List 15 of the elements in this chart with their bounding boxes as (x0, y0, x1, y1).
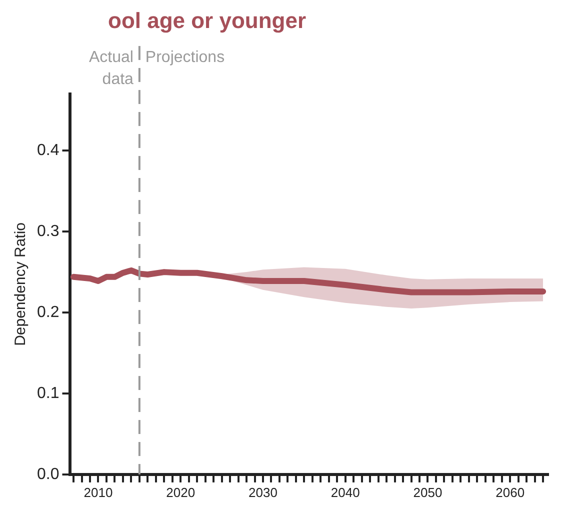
chart-title: ool age or younger (107, 8, 308, 34)
y-tick-label: 0.2 (36, 304, 60, 321)
x-tick-label: 2050 (413, 484, 442, 500)
y-tick-label: 0.0 (36, 466, 60, 483)
text: Projections (145, 49, 225, 66)
y-tick-label: 0.3 (36, 223, 60, 240)
x-tick-label: 2060 (496, 484, 525, 500)
x-tick-label: 2040 (330, 484, 360, 500)
x-tick-label: 2030 (248, 484, 278, 500)
y-axis-title: Dependency Ratio (12, 222, 30, 346)
y-tick-label: 0.1 (36, 384, 60, 402)
x-tick-label: 2020 (166, 484, 196, 500)
y-tick-label: 0.4 (36, 142, 60, 160)
x-tick-label: 2010 (84, 484, 113, 500)
text: Actual data (88, 49, 134, 88)
